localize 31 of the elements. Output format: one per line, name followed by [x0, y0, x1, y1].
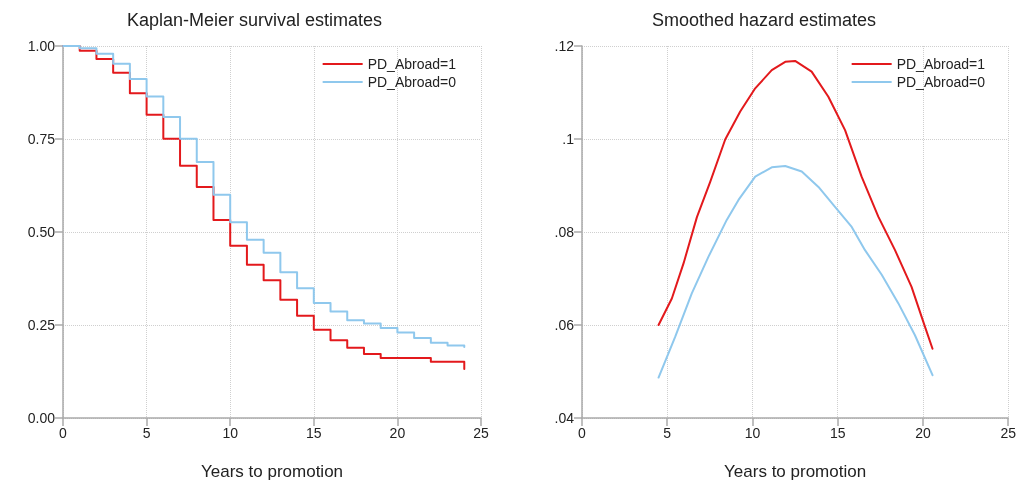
chart-title: Smoothed hazard estimates: [651, 10, 877, 30]
y-tick-label: 0.50: [27, 224, 56, 240]
x-tick-label: 20: [915, 425, 931, 441]
y-tick-label: .06: [554, 317, 575, 333]
x-tick-label: 20: [389, 425, 406, 441]
legend-label: PD_Abroad=1: [367, 56, 457, 72]
x-axis-title: Years to promotion: [724, 462, 867, 481]
y-tick-label: .1: [562, 131, 575, 147]
x-tick-label: 5: [142, 425, 151, 441]
y-tick-label: .08: [554, 224, 575, 240]
x-tick-label: 15: [829, 425, 846, 441]
chart-title: Kaplan-Meier survival estimates: [126, 10, 383, 30]
x-tick-label: 10: [222, 425, 239, 441]
x-tick-label: 10: [744, 425, 761, 441]
legend-label: PD_Abroad=0: [896, 74, 986, 90]
y-tick-label: 1.00: [27, 38, 56, 54]
y-tick-label: 0.00: [27, 410, 56, 426]
x-tick-label: 15: [306, 425, 322, 441]
x-tick-label: 25: [1000, 425, 1017, 441]
legend-label: PD_Abroad=1: [896, 56, 986, 72]
y-tick-label: .12: [554, 38, 575, 54]
x-tick-label: 0: [59, 425, 68, 441]
y-tick-label: 0.25: [27, 317, 56, 333]
x-tick-label: 5: [663, 425, 672, 441]
x-tick-label: 0: [578, 425, 587, 441]
x-tick-label: 25: [473, 425, 489, 441]
y-tick-label: 0.75: [27, 131, 56, 147]
line-series: [657, 164, 934, 379]
legend-label: PD_Abroad=0: [367, 74, 457, 90]
x-axis-title: Years to promotion: [200, 462, 344, 481]
y-tick-label: .04: [554, 410, 575, 426]
